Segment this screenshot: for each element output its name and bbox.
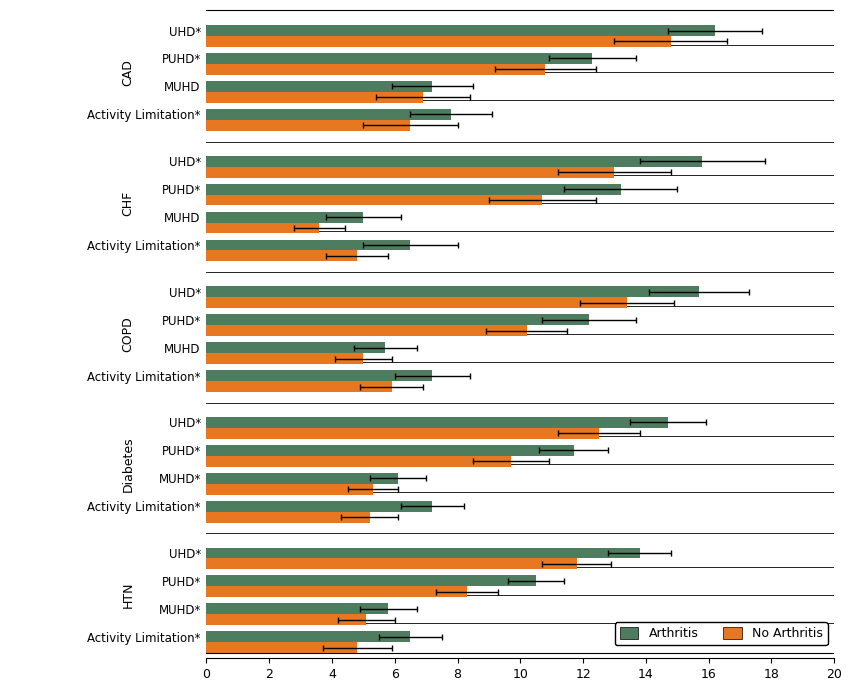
- Bar: [206, 109, 452, 120]
- Bar: [206, 559, 577, 569]
- Bar: [206, 314, 589, 326]
- Bar: [206, 370, 433, 381]
- Bar: [206, 53, 593, 64]
- Bar: [206, 251, 357, 261]
- Bar: [206, 183, 621, 195]
- Text: COPD: COPD: [121, 316, 134, 351]
- Bar: [206, 342, 385, 353]
- Bar: [206, 211, 364, 223]
- Bar: [206, 500, 433, 512]
- Bar: [206, 64, 545, 75]
- Bar: [206, 36, 671, 47]
- Text: HTN: HTN: [121, 582, 134, 608]
- Bar: [206, 417, 668, 428]
- Bar: [206, 445, 574, 456]
- Bar: [206, 353, 364, 364]
- Text: Diabetes: Diabetes: [121, 437, 134, 492]
- Legend: Arthritis, No Arthritis: Arthritis, No Arthritis: [615, 622, 828, 645]
- Bar: [206, 587, 467, 597]
- Bar: [206, 484, 372, 495]
- Bar: [206, 223, 319, 233]
- Bar: [206, 239, 410, 251]
- Bar: [206, 381, 391, 392]
- Bar: [206, 326, 526, 336]
- Bar: [206, 298, 627, 308]
- Bar: [206, 473, 398, 484]
- Bar: [206, 603, 389, 615]
- Bar: [206, 167, 614, 178]
- Bar: [206, 631, 410, 643]
- Bar: [206, 512, 370, 523]
- Bar: [206, 120, 410, 131]
- Bar: [206, 643, 357, 653]
- Text: CAD: CAD: [121, 59, 134, 86]
- Bar: [206, 575, 536, 587]
- Bar: [206, 195, 543, 206]
- Bar: [206, 81, 433, 92]
- Bar: [206, 92, 423, 103]
- Bar: [206, 428, 599, 439]
- Bar: [206, 547, 640, 559]
- Bar: [206, 155, 703, 167]
- Text: CHF: CHF: [121, 190, 134, 216]
- Bar: [206, 615, 366, 625]
- Bar: [206, 456, 511, 467]
- Bar: [206, 286, 699, 297]
- Bar: [206, 25, 715, 36]
